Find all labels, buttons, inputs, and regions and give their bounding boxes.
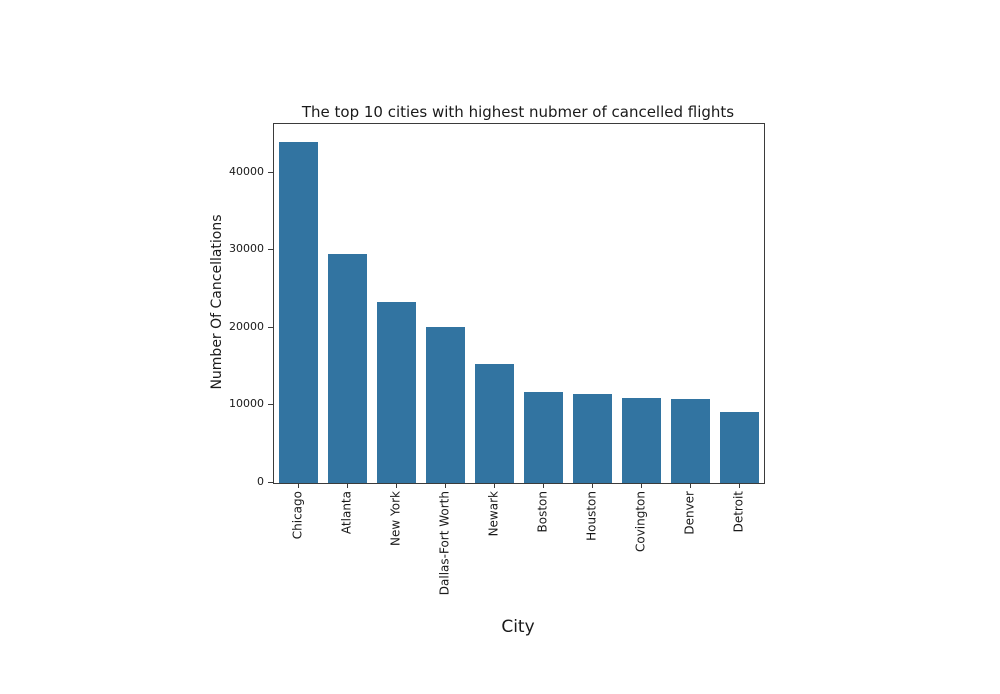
x-tick-mark [591,483,593,488]
bar-houston [572,393,613,483]
y-tick-mark [268,404,273,406]
bar-detroit [719,412,760,483]
x-tick-mark [738,483,740,488]
y-tick-mark [268,326,273,328]
x-tick-label: Atlanta [339,491,353,535]
y-tick-label: 40000 [229,164,264,178]
x-tick-label: Chicago [290,491,304,540]
chart-title: The top 10 cities with highest nubmer of… [301,103,735,121]
bar-covington [621,397,662,483]
x-tick-label: Boston [535,491,549,533]
bar-new-york [376,301,417,483]
x-tick-label: Covington [633,491,647,553]
y-tick-label: 20000 [229,319,264,333]
x-tick-mark [395,483,397,488]
bar-newark [474,363,515,483]
y-tick-mark [268,482,273,483]
x-tick-label: Detroit [731,491,745,533]
y-axis-label: Number Of Cancellations [209,214,225,390]
x-tick-label: Newark [486,491,500,537]
y-tick-mark [268,171,273,173]
x-axis-label: City [501,617,535,637]
bar-denver [670,399,711,483]
x-tick-mark [493,483,495,488]
x-tick-mark [297,483,299,488]
x-tick-label: Dallas-Fort Worth [437,491,451,596]
y-tick-label: 0 [257,475,264,488]
bar-dallas-fort-worth [425,327,466,483]
bar-atlanta [327,253,368,483]
bar-boston [523,391,564,483]
y-tick-label: 10000 [229,397,264,411]
y-tick-label: 30000 [229,242,264,256]
x-tick-label: Denver [682,491,696,535]
x-tick-label: New York [388,491,402,546]
x-tick-mark [444,483,446,488]
x-tick-mark [640,483,642,488]
x-tick-mark [346,483,348,488]
x-tick-mark [542,483,544,488]
y-tick-mark [268,249,273,251]
x-tick-mark [689,483,691,488]
x-tick-label: Houston [584,491,598,541]
bar-chicago [278,141,319,483]
plot-area [273,123,765,484]
